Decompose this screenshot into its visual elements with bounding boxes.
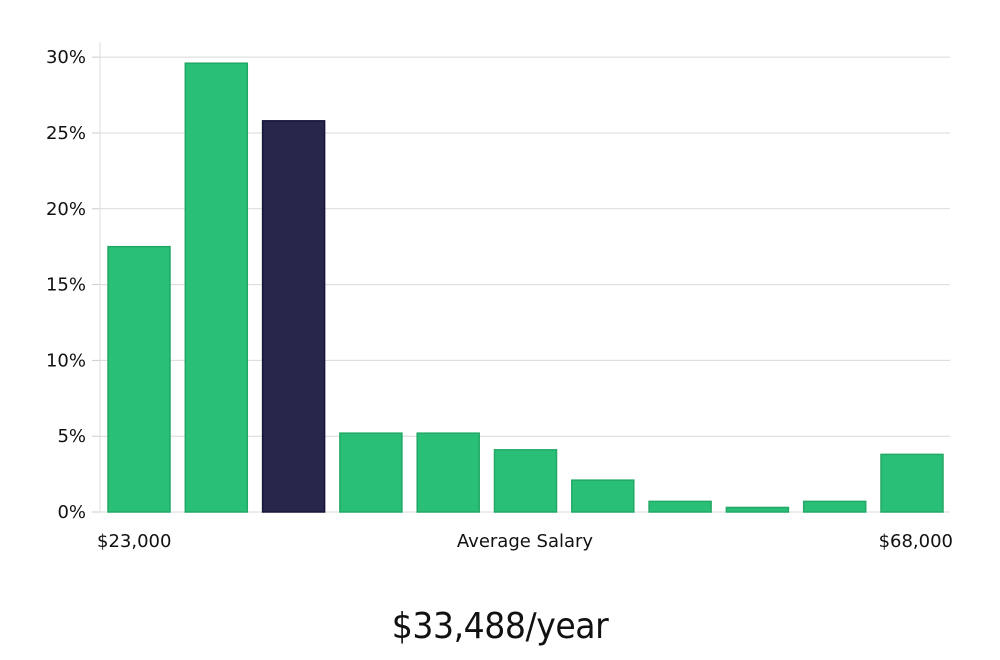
bar (107, 245, 171, 513)
y-tick-label: 20% (46, 199, 86, 220)
bar-highlighted (261, 120, 326, 513)
y-tick-label: 25% (46, 123, 86, 144)
y-tick-label: 10% (46, 350, 86, 371)
x-min-label: $23,000 (97, 531, 171, 552)
bar (416, 432, 480, 513)
bar (648, 500, 712, 513)
bar (880, 453, 944, 513)
bar (571, 479, 635, 513)
salary-histogram: 0% 5% 10% 15% 20% 25% 30% $23,000 Average Sala… (46, 42, 953, 552)
bar (725, 506, 790, 513)
y-axis: 0% 5% 10% 15% 20% 25% 30% (46, 47, 100, 523)
bar (339, 432, 403, 513)
average-salary-value: $33,488/year (391, 606, 609, 647)
bar (802, 500, 867, 513)
bar (184, 62, 249, 513)
bar (493, 449, 558, 513)
y-tick-label: 15% (46, 275, 86, 296)
x-axis-label: Average Salary (457, 531, 594, 552)
y-tick-label: 0% (57, 502, 86, 523)
y-tick-label: 5% (57, 426, 86, 447)
y-tick-label: 30% (46, 47, 86, 68)
bars (107, 62, 944, 513)
x-max-label: $68,000 (879, 531, 953, 552)
